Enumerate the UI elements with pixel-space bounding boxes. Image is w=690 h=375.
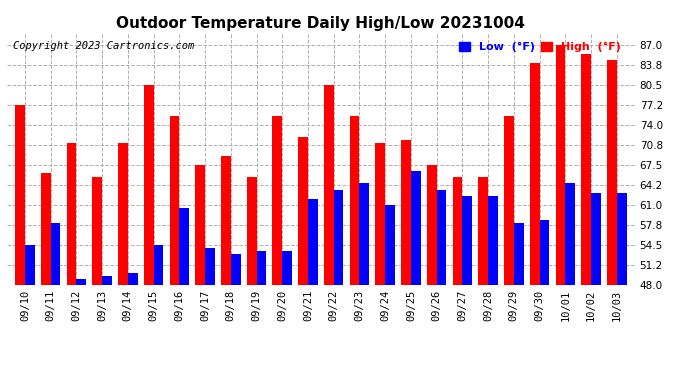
Bar <box>25 245 34 285</box>
Bar <box>504 116 514 285</box>
Bar <box>334 189 344 285</box>
Bar <box>350 116 359 285</box>
Bar <box>298 137 308 285</box>
Bar <box>375 143 385 285</box>
Bar <box>282 251 292 285</box>
Bar <box>437 189 446 285</box>
Bar <box>128 273 137 285</box>
Bar <box>401 140 411 285</box>
Bar <box>179 208 189 285</box>
Bar <box>411 171 421 285</box>
Bar <box>565 183 575 285</box>
Bar <box>195 165 205 285</box>
Bar <box>488 196 498 285</box>
Text: Copyright 2023 Cartronics.com: Copyright 2023 Cartronics.com <box>13 41 195 51</box>
Bar <box>324 85 334 285</box>
Bar <box>15 105 25 285</box>
Bar <box>205 248 215 285</box>
Bar <box>67 143 77 285</box>
Bar <box>427 165 437 285</box>
Bar <box>591 193 601 285</box>
Bar <box>41 173 50 285</box>
Bar <box>221 156 230 285</box>
Bar <box>514 224 524 285</box>
Bar <box>453 177 462 285</box>
Bar <box>462 196 472 285</box>
Bar <box>478 177 488 285</box>
Bar <box>607 60 617 285</box>
Bar <box>77 279 86 285</box>
Bar <box>581 54 591 285</box>
Bar <box>530 63 540 285</box>
Bar <box>92 177 102 285</box>
Bar <box>50 224 61 285</box>
Bar <box>555 45 565 285</box>
Bar <box>154 245 164 285</box>
Bar <box>230 254 241 285</box>
Bar <box>144 85 154 285</box>
Bar <box>247 177 257 285</box>
Bar <box>385 205 395 285</box>
Bar <box>308 199 318 285</box>
Bar <box>102 276 112 285</box>
Bar <box>273 116 282 285</box>
Bar <box>617 193 627 285</box>
Title: Outdoor Temperature Daily High/Low 20231004: Outdoor Temperature Daily High/Low 20231… <box>117 16 525 31</box>
Bar <box>257 251 266 285</box>
Bar <box>170 116 179 285</box>
Bar <box>118 143 128 285</box>
Bar <box>540 220 549 285</box>
Bar <box>359 183 369 285</box>
Legend: Low  (°F), High  (°F): Low (°F), High (°F) <box>457 39 623 54</box>
